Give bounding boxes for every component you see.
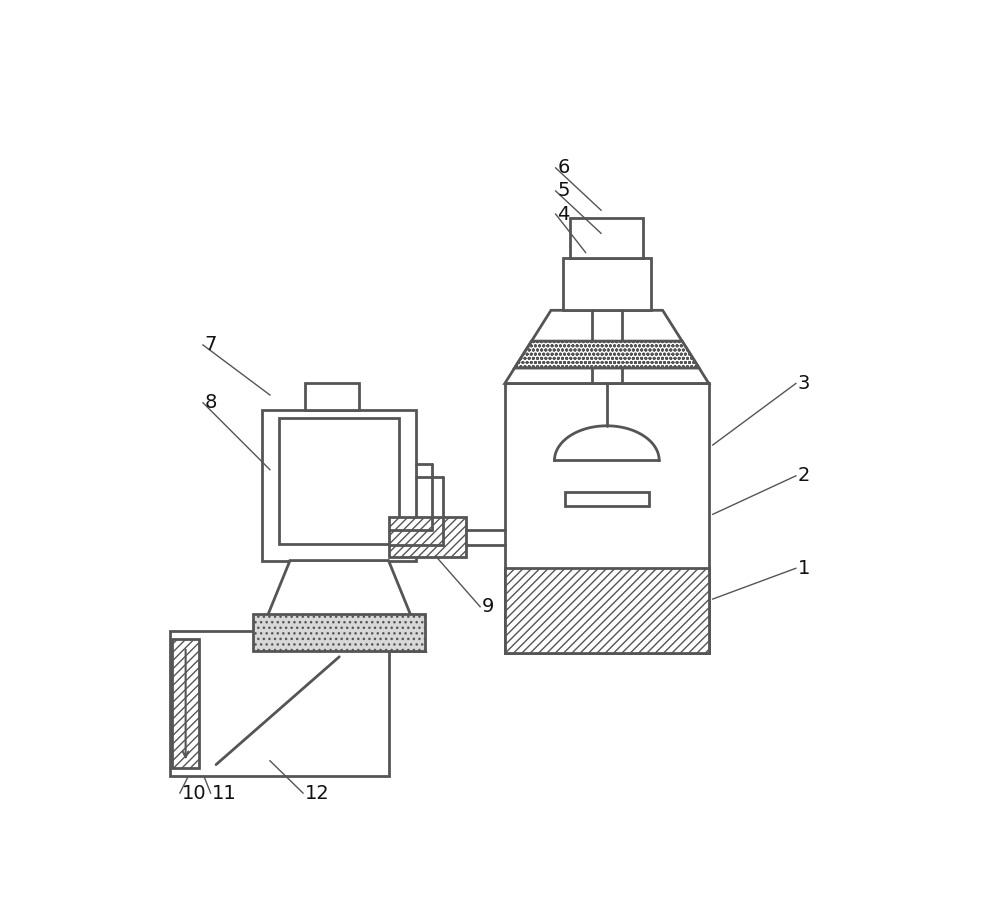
Text: 10: 10 bbox=[181, 784, 206, 803]
Text: 1: 1 bbox=[797, 559, 810, 578]
Text: 5: 5 bbox=[557, 181, 570, 201]
Text: 9: 9 bbox=[482, 597, 494, 616]
Text: 4: 4 bbox=[557, 204, 570, 224]
Bar bbox=[563, 258, 651, 310]
Bar bbox=[570, 218, 643, 258]
Text: 8: 8 bbox=[205, 394, 217, 412]
Polygon shape bbox=[253, 561, 425, 651]
Bar bbox=[505, 568, 709, 653]
Text: 3: 3 bbox=[797, 374, 810, 393]
Bar bbox=[565, 492, 649, 506]
Bar bbox=[170, 631, 389, 776]
Text: 2: 2 bbox=[797, 467, 810, 485]
Polygon shape bbox=[505, 310, 709, 383]
Bar bbox=[505, 383, 709, 653]
Bar bbox=[305, 383, 359, 410]
Bar bbox=[389, 517, 466, 557]
Text: 7: 7 bbox=[205, 335, 217, 355]
Text: 6: 6 bbox=[557, 158, 570, 177]
Text: 11: 11 bbox=[212, 784, 237, 803]
Bar bbox=[279, 418, 399, 543]
Text: 12: 12 bbox=[305, 784, 329, 803]
Polygon shape bbox=[515, 341, 699, 368]
Polygon shape bbox=[253, 614, 425, 651]
Bar bbox=[172, 639, 199, 769]
Bar bbox=[262, 410, 416, 561]
